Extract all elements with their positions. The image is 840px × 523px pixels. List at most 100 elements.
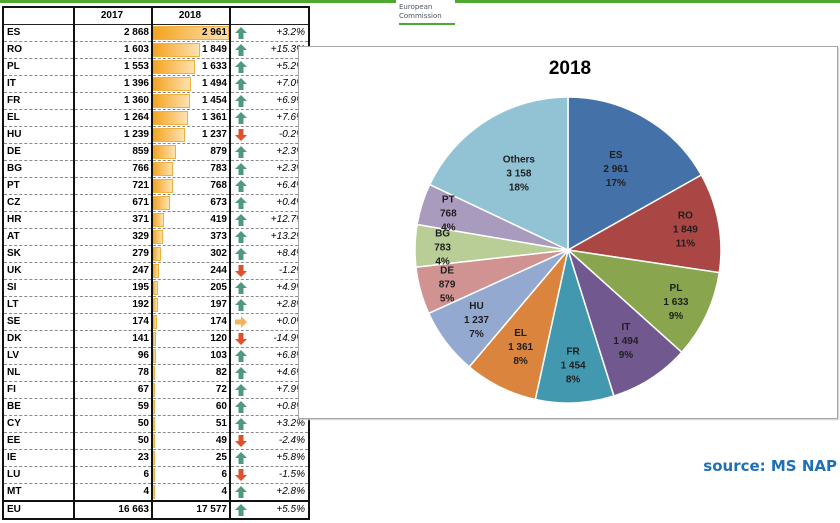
row-country: SI — [2, 279, 75, 297]
row-2018-value: 174 — [210, 316, 227, 327]
table-row: ES 2 868 2 961 +3.2% — [2, 24, 310, 42]
row-2017: 4 — [74, 483, 153, 502]
data-bar — [153, 349, 156, 363]
row-country: EE — [2, 432, 75, 450]
pie-label-value: 783 — [434, 243, 451, 254]
pie-label-value: 768 — [440, 208, 457, 219]
trend-up-arrow-icon — [234, 94, 248, 108]
data-bar — [153, 213, 164, 227]
pie-label-percent: 18% — [509, 182, 529, 193]
row-change-value: +6.9% — [276, 95, 305, 106]
pie-label-percent: 5% — [440, 293, 455, 304]
pie-label-value: 1 849 — [673, 224, 698, 235]
row-2018: 1 849 — [152, 41, 231, 59]
row-2017: 1 239 — [74, 126, 153, 144]
row-country: MT — [2, 483, 75, 502]
data-bar — [153, 60, 195, 74]
table-row: FR 1 360 1 454 +6.9% — [2, 92, 310, 110]
data-bar — [153, 43, 201, 57]
row-2017: 96 — [74, 347, 153, 365]
total-country: EU — [2, 500, 75, 520]
trend-up-arrow-icon — [234, 383, 248, 397]
row-change-value: -14.9% — [273, 333, 305, 344]
row-country: FI — [2, 381, 75, 399]
row-2018-value: 783 — [210, 163, 227, 174]
brand-bar-right — [455, 0, 840, 3]
trend-up-arrow-icon — [234, 145, 248, 159]
pie-chart: ES 2 961 17% RO 1 849 11% PL 1 633 9% IT 1 494 9% FR… — [414, 96, 722, 404]
trend-up-arrow-icon — [234, 503, 248, 517]
row-change-value: +2.3% — [276, 163, 305, 174]
row-2017: 1 603 — [74, 41, 153, 59]
row-country: IE — [2, 449, 75, 467]
source-note: source: MS NAP — [703, 457, 837, 475]
pie-label-value: 2 961 — [603, 164, 628, 175]
row-change-value: +5.8% — [276, 452, 305, 463]
table-header-row: 2017 2018 — [2, 6, 310, 25]
row-change-value: +0.8% — [276, 401, 305, 412]
pie-label-value: 1 494 — [613, 336, 638, 347]
data-bar — [153, 196, 171, 210]
total-change: +5.5% — [230, 500, 310, 520]
row-change-value: +3.2% — [276, 27, 305, 38]
row-2018-value: 197 — [210, 299, 227, 310]
row-2017: 195 — [74, 279, 153, 297]
pie-label-fr: FR 1 454 8% — [561, 347, 586, 386]
ec-logo-line2: Commission — [399, 12, 442, 20]
pie-slice-others — [428, 96, 569, 252]
table-row: HU 1 239 1 237 -0.2% — [2, 126, 310, 144]
row-2018-value: 60 — [215, 401, 227, 412]
pie-label-de: DE 879 5% — [439, 265, 456, 304]
row-2018: 1 361 — [152, 109, 231, 127]
row-change-value: +2.3% — [276, 146, 305, 157]
row-2018: 51 — [152, 415, 231, 433]
data-bar — [153, 400, 155, 414]
header-2017: 2017 — [74, 6, 153, 25]
table-row: SK 279 302 +8.4% — [2, 245, 310, 263]
row-change-value: +2.8% — [276, 299, 305, 310]
row-2017: 78 — [74, 364, 153, 382]
row-2018-value: 373 — [210, 231, 227, 242]
row-country: FR — [2, 92, 75, 110]
row-2018-value: 419 — [210, 214, 227, 225]
row-change: +3.2% — [230, 24, 310, 42]
row-2017: 50 — [74, 432, 153, 450]
table-row: EL 1 264 1 361 +7.6% — [2, 109, 310, 127]
total-change-value: +5.5% — [276, 504, 305, 515]
pie-label-others: Others 3 158 18% — [503, 154, 536, 193]
row-2018: 4 — [152, 483, 231, 502]
data-bar — [153, 264, 160, 278]
data-bar — [153, 281, 159, 295]
pie-label-value: 879 — [439, 279, 456, 290]
data-bar — [153, 94, 191, 108]
row-2017: 67 — [74, 381, 153, 399]
row-2018: 120 — [152, 330, 231, 348]
trend-up-arrow-icon — [234, 179, 248, 193]
header-country — [2, 6, 75, 25]
trend-flat-arrow-icon — [234, 315, 248, 329]
trend-up-arrow-icon — [234, 196, 248, 210]
row-2017: 371 — [74, 211, 153, 229]
row-change-value: +5.2% — [276, 61, 305, 72]
data-bar — [153, 485, 155, 499]
brand-bar-left — [0, 0, 396, 3]
row-2018: 1 633 — [152, 58, 231, 76]
row-2017: 1 396 — [74, 75, 153, 93]
row-country: CZ — [2, 194, 75, 212]
table-row: HR 371 419 +12.7% — [2, 211, 310, 229]
table-row: IE 23 25 +5.8% — [2, 449, 310, 467]
data-bar — [153, 145, 176, 159]
total-2018: 17 577 — [152, 500, 231, 520]
row-2017: 174 — [74, 313, 153, 331]
row-2018-value: 1 361 — [201, 112, 227, 123]
row-change: +5.8% — [230, 449, 310, 467]
total-2017: 16 663 — [74, 500, 153, 520]
trend-up-arrow-icon — [234, 77, 248, 91]
row-2017: 766 — [74, 160, 153, 178]
pie-label-name: Others — [503, 154, 536, 165]
trend-up-arrow-icon — [234, 26, 248, 40]
table-row: SI 195 205 +4.9% — [2, 279, 310, 297]
row-country: LT — [2, 296, 75, 314]
row-2018: 72 — [152, 381, 231, 399]
row-2018: 783 — [152, 160, 231, 178]
